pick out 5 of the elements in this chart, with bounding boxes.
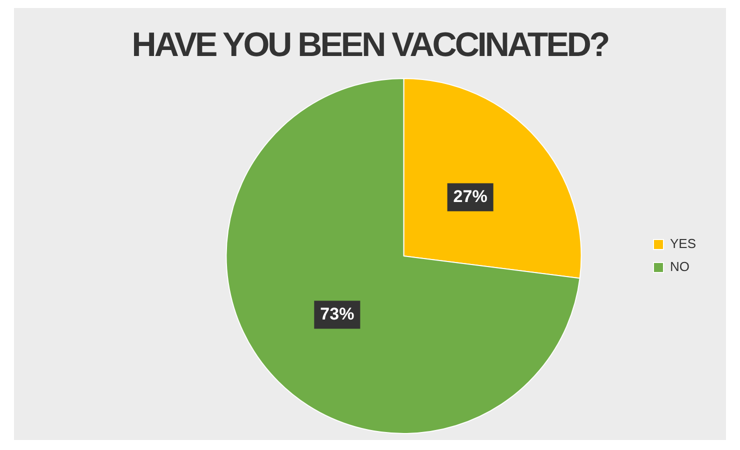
data-label: 73%	[320, 304, 354, 324]
chart-title: HAVE YOU BEEN VACCINATED?	[130, 26, 610, 65]
legend-label: YES	[670, 236, 696, 252]
legend-label: NO	[670, 259, 690, 274]
data-label: 27%	[453, 186, 488, 206]
